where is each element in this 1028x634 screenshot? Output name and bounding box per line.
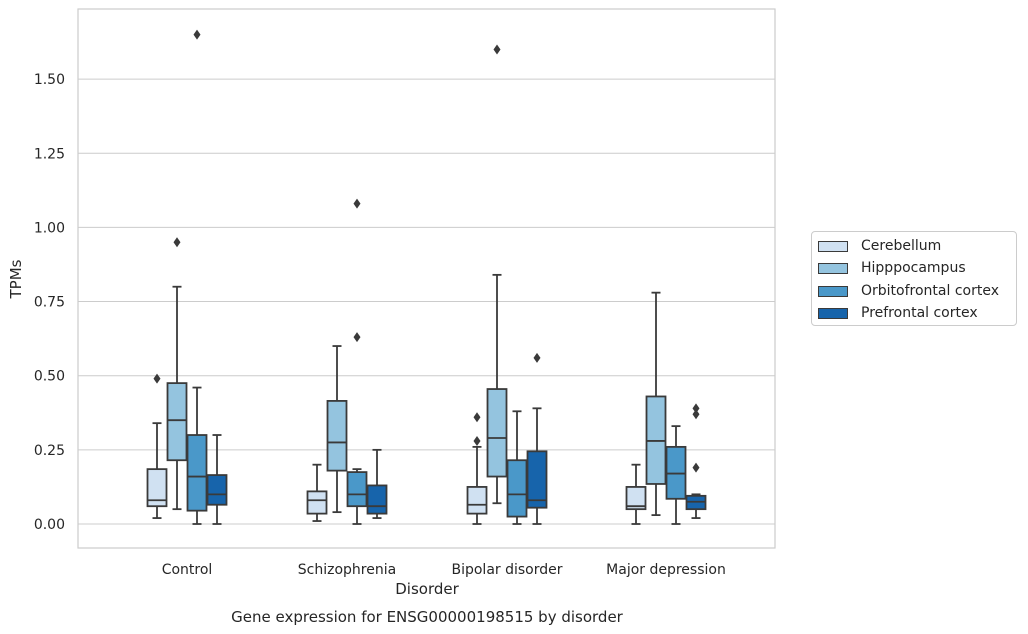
outlier-point bbox=[353, 332, 361, 343]
legend-swatch bbox=[818, 307, 848, 319]
y-axis-label: TPMs bbox=[7, 259, 25, 299]
legend: Cerebellum Hipppocampus Orbitofrontal co… bbox=[811, 231, 1017, 326]
y-tick-label: 0.75 bbox=[34, 295, 65, 311]
iqr-box bbox=[526, 450, 548, 509]
box-cerebellum bbox=[146, 373, 168, 519]
outlier-point bbox=[493, 44, 501, 55]
outlier-point bbox=[692, 462, 700, 473]
iqr-box bbox=[146, 468, 168, 508]
legend-item-orbitofrontal-cortex: Orbitofrontal cortex bbox=[818, 281, 999, 301]
plot-frame bbox=[77, 8, 776, 549]
outlier-point bbox=[533, 352, 541, 363]
box-cerebellum bbox=[625, 463, 647, 525]
iqr-box bbox=[346, 471, 368, 508]
chart-title: Gene expression for ENSG00000198515 by d… bbox=[231, 608, 624, 626]
y-tick-label: 1.50 bbox=[34, 72, 65, 88]
legend-label: Cerebellum bbox=[861, 238, 942, 254]
outlier-point bbox=[473, 435, 481, 446]
iqr-box bbox=[466, 486, 488, 515]
x-tick-label: Control bbox=[162, 562, 213, 578]
box-prefrontal-cortex bbox=[206, 434, 228, 525]
x-tick-label: Bipolar disorder bbox=[451, 562, 562, 578]
iqr-box bbox=[306, 490, 328, 515]
iqr-box bbox=[486, 388, 508, 478]
box-orbitofrontal-cortex bbox=[346, 198, 368, 525]
box-orbitofrontal-cortex bbox=[186, 29, 208, 525]
box-hipppocampus bbox=[645, 291, 667, 517]
iqr-box bbox=[625, 486, 647, 511]
outlier-point bbox=[473, 412, 481, 423]
iqr-box bbox=[166, 382, 188, 462]
iqr-box bbox=[186, 434, 208, 512]
y-tick-label: 0.25 bbox=[34, 443, 65, 459]
box-hipppocampus bbox=[326, 345, 348, 514]
iqr-box bbox=[506, 459, 528, 518]
legend-swatch bbox=[818, 262, 848, 274]
x-tick-label: Major depression bbox=[606, 562, 726, 578]
box-orbitofrontal-cortex bbox=[665, 425, 687, 525]
outlier-point bbox=[692, 403, 700, 414]
box-orbitofrontal-cortex bbox=[506, 410, 528, 525]
outlier-point bbox=[692, 409, 700, 420]
box-hipppocampus bbox=[486, 44, 508, 505]
x-tick-label: Schizophrenia bbox=[298, 562, 396, 578]
legend-item-prefrontal-cortex: Prefrontal cortex bbox=[818, 303, 978, 323]
iqr-box bbox=[326, 400, 348, 472]
box-hipppocampus bbox=[166, 237, 188, 511]
outlier-point bbox=[193, 29, 201, 40]
legend-swatch bbox=[818, 240, 848, 252]
legend-label: Prefrontal cortex bbox=[861, 305, 978, 321]
y-tick-label: 0.50 bbox=[34, 369, 65, 385]
legend-item-cerebellum: Cerebellum bbox=[818, 236, 941, 256]
y-tick-label: 1.25 bbox=[34, 146, 65, 162]
box-prefrontal-cortex bbox=[685, 403, 707, 519]
iqr-box bbox=[206, 474, 228, 506]
box-series bbox=[146, 29, 707, 525]
y-tick-label: 0.00 bbox=[34, 517, 65, 533]
box-prefrontal-cortex bbox=[526, 352, 548, 525]
box-cerebellum bbox=[306, 463, 328, 522]
legend-item-hippocampus: Hipppocampus bbox=[818, 258, 966, 278]
outlier-point bbox=[153, 373, 161, 384]
outlier-point bbox=[173, 237, 181, 248]
x-axis-label: Disorder bbox=[395, 580, 459, 598]
y-tick-label: 1.00 bbox=[34, 220, 65, 236]
box-cerebellum bbox=[466, 412, 488, 525]
outlier-point bbox=[353, 198, 361, 209]
axes: 0.00 0.25 0.50 0.75 1.00 1.25 1.50 Control Schiz… bbox=[34, 8, 776, 578]
box-prefrontal-cortex bbox=[366, 448, 388, 519]
legend-swatch bbox=[818, 285, 848, 297]
legend-label: Hipppocampus bbox=[861, 260, 966, 276]
legend-label: Orbitofrontal cortex bbox=[861, 283, 999, 299]
iqr-box bbox=[366, 484, 388, 515]
